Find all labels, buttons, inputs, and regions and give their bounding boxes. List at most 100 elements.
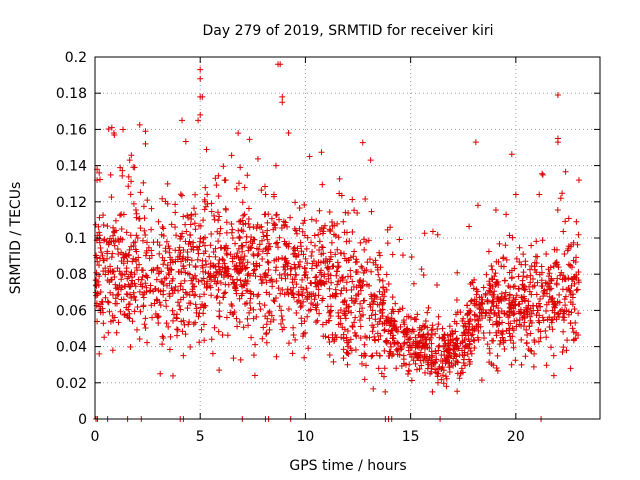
data-point <box>221 290 228 297</box>
data-point <box>394 328 401 335</box>
data-point <box>128 178 135 185</box>
data-point <box>550 263 557 270</box>
data-point <box>239 243 246 250</box>
data-point <box>501 277 508 284</box>
data-point <box>571 305 578 312</box>
data-point <box>361 376 368 383</box>
data-point <box>105 329 112 336</box>
data-point <box>169 290 176 297</box>
data-point <box>234 250 241 257</box>
data-point <box>273 353 280 360</box>
data-point <box>172 283 179 290</box>
data-point <box>280 263 287 270</box>
data-point <box>193 244 200 251</box>
data-point <box>506 232 513 239</box>
data-point <box>206 274 213 281</box>
data-point <box>246 224 253 231</box>
data-point <box>471 276 478 283</box>
data-point <box>168 285 175 292</box>
data-point <box>345 343 352 350</box>
data-point <box>95 223 102 230</box>
y-tick-label: 0.08 <box>56 267 87 283</box>
data-point <box>224 265 231 272</box>
data-point <box>474 202 481 209</box>
data-point <box>271 298 278 305</box>
data-point <box>180 247 187 254</box>
data-point <box>574 241 581 248</box>
data-point <box>315 259 322 266</box>
data-point <box>532 253 539 260</box>
data-point <box>539 171 546 178</box>
data-point <box>470 285 477 292</box>
data-point <box>272 162 279 169</box>
data-point <box>259 229 266 236</box>
data-point <box>337 307 344 314</box>
data-point <box>114 265 121 272</box>
data-point <box>256 262 263 269</box>
data-point <box>368 208 375 215</box>
data-point <box>429 326 436 333</box>
data-point <box>377 315 384 322</box>
data-point <box>197 235 204 242</box>
data-point <box>341 297 348 304</box>
data-point <box>473 286 480 293</box>
data-point <box>406 361 413 368</box>
data-point <box>142 128 149 135</box>
data-point <box>247 295 254 302</box>
data-point <box>516 258 523 265</box>
data-point <box>130 239 137 246</box>
data-point <box>527 272 534 279</box>
data-point <box>302 271 309 278</box>
data-point <box>261 183 268 190</box>
data-point <box>549 326 556 333</box>
data-point <box>254 293 261 300</box>
data-point <box>345 350 352 357</box>
data-point <box>128 243 135 250</box>
data-point <box>236 259 243 266</box>
data-point <box>557 272 564 279</box>
data-point <box>414 311 421 318</box>
data-point <box>326 317 333 324</box>
data-point <box>429 388 436 395</box>
data-point <box>359 305 366 312</box>
data-point <box>306 153 313 160</box>
data-point <box>141 321 148 328</box>
data-point <box>383 339 390 346</box>
data-point <box>109 347 116 354</box>
data-point <box>221 269 228 276</box>
data-point <box>199 93 206 100</box>
data-point <box>163 303 170 310</box>
data-point <box>304 313 311 320</box>
data-point <box>308 239 315 246</box>
data-point <box>183 291 190 298</box>
data-point <box>509 234 516 241</box>
data-point <box>369 328 376 335</box>
data-point <box>390 350 397 357</box>
data-point <box>476 306 483 313</box>
data-point <box>295 290 302 297</box>
data-point <box>368 268 375 275</box>
data-point <box>416 331 423 338</box>
data-point <box>492 270 499 277</box>
data-point <box>160 291 167 298</box>
data-point <box>347 273 354 280</box>
data-point <box>478 377 485 384</box>
data-point <box>543 362 550 369</box>
data-point <box>405 336 412 343</box>
data-point <box>244 259 251 266</box>
data-point <box>566 287 573 294</box>
data-point <box>428 340 435 347</box>
data-point <box>108 124 115 131</box>
data-point <box>182 221 189 228</box>
data-point <box>244 315 251 322</box>
data-point <box>555 264 562 271</box>
data-point <box>520 251 527 258</box>
data-point <box>155 218 162 225</box>
data-point <box>133 264 140 271</box>
data-point <box>506 325 513 332</box>
data-point <box>559 349 566 356</box>
data-point <box>310 258 317 265</box>
data-point <box>177 191 184 198</box>
data-point <box>353 333 360 340</box>
data-point <box>247 245 254 252</box>
